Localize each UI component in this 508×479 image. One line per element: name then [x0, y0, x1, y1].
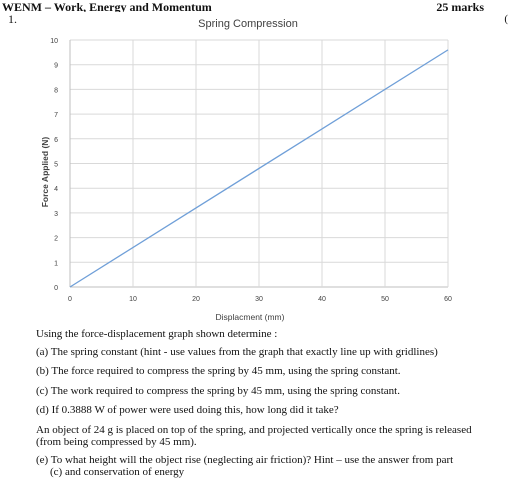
questions-block: Using the force-displacement graph shown… [36, 328, 498, 479]
x-tick-label: 30 [255, 296, 263, 303]
y-tick-label: 5 [54, 162, 58, 169]
chart-background [30, 12, 470, 324]
question-d: (d) If 0.3888 W of power were used doing… [36, 404, 339, 416]
question-number: 1. [8, 12, 17, 26]
y-tick-labels: 0 1 2 3 4 5 6 7 8 9 10 [50, 38, 58, 292]
question-e-line1: (e) To what height will the object rise … [36, 453, 454, 466]
y-axis-label: Force Applied (N) [40, 137, 50, 208]
chart-grid [69, 39, 449, 288]
question-intro: Using the force-displacement graph shown… [36, 328, 278, 340]
x-tick-label: 0 [68, 296, 72, 303]
chart-series [69, 49, 449, 288]
y-tick-label: 4 [54, 186, 58, 193]
x-axis-label: Displacment (mm) [216, 312, 285, 322]
x-tick-label: 60 [444, 296, 452, 303]
y-tick-label: 7 [54, 112, 58, 119]
x-tick-label: 50 [381, 296, 389, 303]
series-line [69, 49, 449, 288]
y-tick-label: 1 [54, 260, 58, 267]
force-displacement-chart: Spring Compression 0 1 2 3 4 5 6 7 8 9 10 0 10 20 30 4… [30, 12, 470, 324]
question-c: (c) The work required to compress the sp… [36, 384, 400, 397]
y-tick-label: 2 [54, 236, 58, 243]
question-b: (b) The force required to compress the s… [36, 365, 401, 377]
section-title: WENM – Work, Energy and Momentum [2, 0, 212, 14]
y-tick-label: 9 [54, 63, 58, 70]
y-tick-label: 3 [54, 211, 58, 218]
x-tick-label: 40 [318, 296, 326, 303]
chart-title: Spring Compression [198, 18, 298, 30]
x-tick-labels: 0 10 20 30 40 50 60 [68, 296, 452, 303]
x-tick-label: 20 [192, 296, 200, 303]
marks-label: 25 marks [436, 0, 484, 14]
edge-character: ( [504, 13, 508, 25]
problem-paragraph: An object of 24 g is placed on top of th… [36, 423, 472, 449]
question-e-line2: (c) and conservation of energy [50, 466, 185, 478]
question-a: (a) The spring constant (hint - use valu… [36, 345, 438, 358]
y-tick-label: 10 [50, 38, 58, 45]
x-tick-label: 10 [129, 296, 137, 303]
question-e: (e) To what height will the object rise … [36, 454, 498, 479]
y-tick-label: 8 [54, 87, 58, 94]
y-tick-label: 6 [54, 137, 58, 144]
y-tick-label: 0 [54, 285, 58, 292]
